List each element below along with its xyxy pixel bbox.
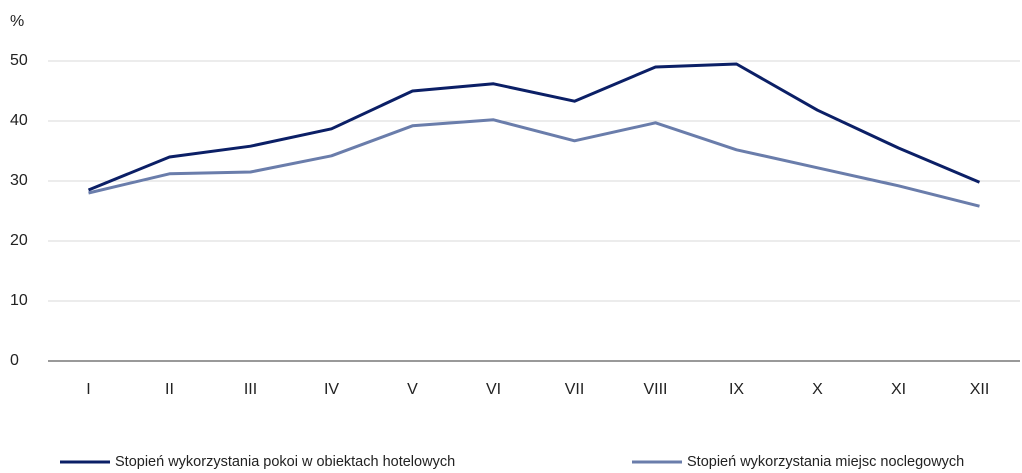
legend-label: Stopień wykorzystania miejsc noclegowych: [687, 454, 964, 470]
x-tick-label: VII: [565, 381, 585, 398]
y-tick-label: 10: [10, 292, 28, 309]
y-tick-label: 20: [10, 232, 28, 249]
y-tick-label: 30: [10, 172, 28, 189]
x-tick-label: IX: [729, 381, 744, 398]
y-tick-label: 0: [10, 352, 19, 369]
x-tick-label: V: [407, 381, 418, 398]
y-axis-label: %: [10, 13, 24, 30]
x-tick-label: VIII: [643, 381, 667, 398]
y-tick-label: 40: [10, 112, 28, 129]
x-tick-label: III: [244, 381, 257, 398]
data-line: [87, 62, 981, 192]
x-tick-label: IV: [324, 381, 339, 398]
x-tick-label: XI: [891, 381, 906, 398]
x-tick-label: XII: [970, 381, 990, 398]
x-tick-label: X: [812, 381, 823, 398]
x-tick-label: II: [165, 381, 174, 398]
y-tick-label: 50: [10, 52, 28, 69]
x-tick-label: VI: [486, 381, 501, 398]
data-line: [88, 118, 980, 208]
x-tick-label: I: [86, 381, 90, 398]
legend-label: Stopień wykorzystania pokoi w obiektach …: [115, 454, 455, 470]
